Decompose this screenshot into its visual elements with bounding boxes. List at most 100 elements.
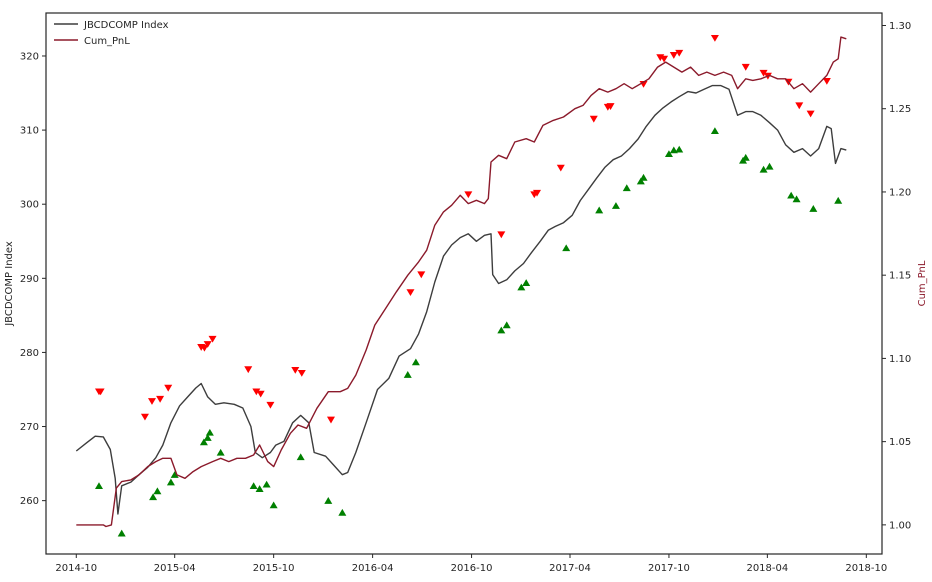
buy-marker [675,145,684,153]
buy-marker [497,326,506,334]
buy-marker [411,358,420,366]
x-tick-label: 2017-04 [549,563,591,574]
sell-marker [822,77,831,85]
x-tick-label: 2016-04 [352,563,394,574]
sell-marker [164,384,173,392]
buy-marker [296,453,305,461]
y-right-tick-label: 1.10 [889,354,911,365]
buy-marker [166,478,175,486]
sell-marker [464,191,473,199]
buy-marker [759,165,768,173]
buy-marker [502,321,511,329]
buy-marker [639,173,648,181]
series-line-jbcdcomp-index [75,84,847,515]
buy-marker [611,202,620,209]
y-left-tick-label: 270 [20,422,39,433]
x-tick-label: 2015-04 [154,563,196,574]
x-tick-label: 2017-10 [648,563,690,574]
buy-marker [636,177,645,185]
buy-marker [517,283,526,291]
buy-marker [94,482,103,490]
sell-marker [147,398,156,405]
y-right-tick-label: 1.00 [889,520,911,531]
sell-marker [140,413,149,421]
x-tick-label: 2018-04 [746,563,788,574]
x-tick-label: 2016-10 [451,563,493,574]
sell-marker [96,388,105,396]
sell-marker [326,416,335,424]
buy-marker [203,434,212,441]
buy-marker [834,196,843,204]
y-left-tick-label: 300 [20,200,39,211]
y-axis-right: 1.00 1.05 1.10 1.15 1.20 1.25 1.30 [882,21,911,531]
sell-marker [406,289,415,296]
buy-marker [117,529,126,537]
y-right-tick-label: 1.05 [889,437,911,448]
buy-marker [664,150,673,158]
y-axis-right-title: Cum_PnL [917,260,928,306]
buy-marker [741,153,750,161]
plot-frame [45,12,883,555]
sell-marker [710,34,719,42]
y-right-tick-label: 1.30 [889,21,911,32]
buy-marker [595,206,604,214]
sell-marker [533,189,542,197]
y-right-tick-label: 1.25 [889,104,911,115]
y-right-tick-label: 1.15 [889,271,911,282]
buy-marker [262,480,271,488]
buy-marker [199,438,208,446]
buy-marker [255,485,264,492]
sell-marker [291,367,300,374]
sell-marker [208,335,217,343]
sell-marker [589,115,598,123]
sell-marker [256,390,265,398]
buy-marker [522,279,531,286]
buy-marker [710,127,719,135]
sell-marker [675,49,684,57]
x-tick-label: 2015-10 [253,563,295,574]
buy-marker [765,162,774,170]
legend-label-pnl: Cum_PnL [84,36,130,47]
y-left-tick-label: 310 [20,126,39,137]
sell-marker [741,63,750,71]
buy-marker [338,508,347,516]
buy-marker [149,493,158,501]
sell-marker [297,369,306,377]
sell-marker [252,388,261,396]
y-axis-left: 260 270 280 290 300 310 320 [20,51,46,507]
y-right-tick-label: 1.20 [889,187,911,198]
buy-marker [403,371,412,378]
buy-marker [205,428,214,436]
sell-marker [556,164,565,172]
sell-marker [200,344,209,352]
legend-label-index: JBCDCOMP Index [83,20,169,31]
buy-marker [153,487,162,495]
x-tick-label: 2018-10 [845,563,887,574]
series-line-cum-pnl [76,36,847,528]
y-axis-left-title: JBCDCOMP Index [4,241,15,327]
y-left-tick-label: 290 [20,274,39,285]
sell-marker [606,103,615,110]
sell-marker [266,401,275,409]
y-left-tick-label: 280 [20,348,39,359]
sell-marker [244,366,253,374]
sell-marker [156,395,165,403]
x-axis: 2014-10 2015-04 2015-10 2016-04 2016-10 2017-… [55,554,887,574]
sell-marker [759,69,768,77]
buy-marker [249,482,258,490]
buy-marker [787,191,796,199]
sell-marker [417,271,426,279]
buy-marker [269,501,278,509]
buy-marker [622,184,631,192]
buy-marker [809,205,818,212]
sell-marker [795,102,804,110]
sell-marker [497,231,506,239]
sell-marker [660,55,669,63]
buy-marker [562,244,571,252]
buy-marker [792,195,801,203]
x-tick-label: 2014-10 [55,563,97,574]
buy-marker [324,497,333,504]
y-left-tick-label: 320 [20,51,39,62]
y-left-tick-label: 260 [20,496,39,507]
